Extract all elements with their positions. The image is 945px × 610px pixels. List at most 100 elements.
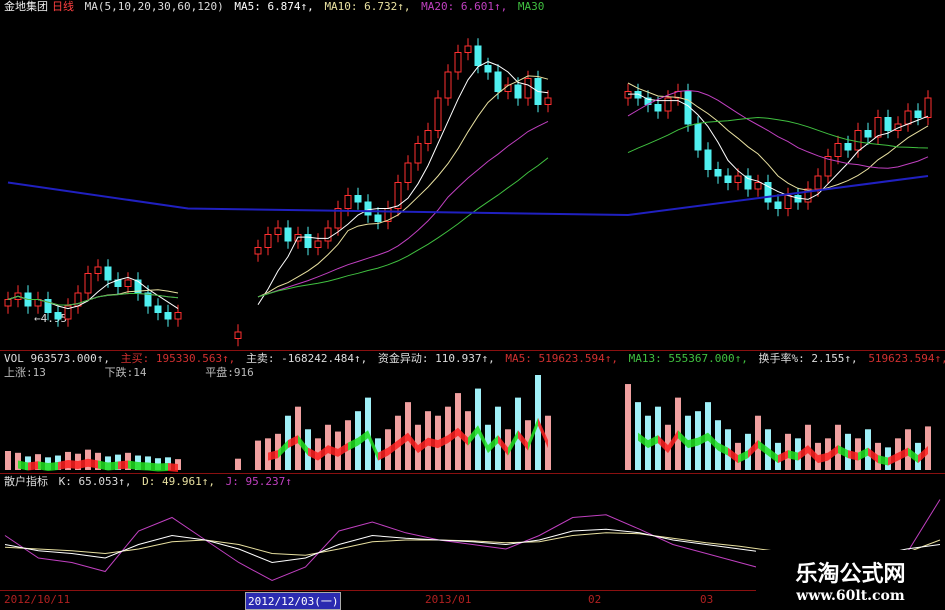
- volume-bar: [5, 451, 11, 470]
- candle-up: [414, 143, 422, 164]
- buy-flow-area: [728, 447, 738, 464]
- candle-down: [844, 143, 852, 151]
- sell-flow-area: [128, 460, 138, 471]
- date-tick: 02: [588, 593, 602, 606]
- candle-down: [634, 91, 642, 99]
- sell-flow-area: [788, 450, 798, 461]
- watermark-url: www.60lt.com: [796, 588, 905, 604]
- sell-flow-area: [858, 447, 868, 461]
- vol-ma13-value: MA13: 555367.000↑,: [628, 352, 748, 365]
- candle-down: [684, 91, 692, 125]
- candle-up: [394, 182, 402, 209]
- buy-flow-area: [378, 447, 388, 461]
- sell-flow-area: [358, 430, 368, 446]
- sell-flow-area: [158, 463, 168, 472]
- kdj-name: 散户指标: [4, 475, 48, 488]
- sell-flow-area: [678, 430, 688, 449]
- buy-flow-area: [78, 458, 88, 470]
- breadth-header: 上涨:13 下跌:14 平盘:916: [4, 366, 258, 380]
- sell-flow-area: [758, 440, 768, 456]
- stock-chart[interactable]: [0, 0, 945, 590]
- candle-down: [774, 201, 782, 209]
- sell-flow-area: [38, 461, 48, 472]
- buy-flow-area: [518, 430, 528, 451]
- candle-up: [64, 305, 72, 320]
- extra-value-1: 519623.594↑,: [868, 352, 945, 365]
- candle-up: [784, 195, 792, 209]
- pane-divider: [0, 350, 945, 351]
- sell-flow-area: [768, 447, 778, 464]
- buy-flow-area: [428, 437, 438, 449]
- stock-name: 金地集团: [4, 0, 48, 13]
- date-tick: 03: [700, 593, 714, 606]
- candle-up: [324, 227, 332, 242]
- buy-flow-area: [308, 447, 318, 461]
- candle-down: [714, 169, 722, 177]
- candle-up: [544, 97, 552, 105]
- buy-flow-area: [418, 437, 428, 454]
- buy-flow-area: [898, 447, 908, 461]
- candle-down: [284, 227, 292, 242]
- date-tick-selected[interactable]: 2012/12/03(一): [245, 592, 342, 610]
- volume-header: VOL 963573.000↑, 主买: 195330.563↑, 主卖: -1…: [4, 352, 945, 366]
- candle-up: [754, 182, 762, 190]
- candle-up: [4, 299, 12, 307]
- date-tick: 2013/01: [425, 593, 472, 606]
- buy-value: 主买: 195330.563↑,: [120, 352, 236, 365]
- candle-up: [664, 97, 672, 112]
- buy-flow-area: [458, 427, 468, 446]
- ma10-value: MA10: 6.732↑,: [324, 0, 411, 13]
- candle-down: [44, 299, 52, 313]
- down-count: 下跌:14: [104, 366, 147, 379]
- candle-down: [54, 312, 62, 320]
- kdj-header: 散户指标 K: 65.053↑, D: 49.961↑, J: 95.237↑: [4, 475, 296, 489]
- candle-down: [364, 201, 372, 216]
- candle-down: [704, 149, 712, 170]
- period-label[interactable]: 日线: [52, 0, 74, 13]
- sell-flow-area: [698, 432, 708, 446]
- d-value: D: 49.961↑,: [142, 475, 215, 488]
- candle-down: [654, 104, 662, 112]
- volume-bar: [235, 458, 241, 470]
- candle-down: [914, 110, 922, 118]
- buy-flow-area: [338, 442, 348, 457]
- turnover-value: 换手率%: 2.155↑,: [758, 352, 858, 365]
- date-axis: 2012/10/11 2012/12/03(一) 2013/01 02 03: [0, 590, 945, 610]
- buy-flow-area: [748, 440, 758, 459]
- fund-value: 资金异动: 110.937↑,: [377, 352, 495, 365]
- buy-flow-area: [68, 460, 78, 470]
- buy-flow-area: [168, 463, 178, 473]
- candle-up: [434, 97, 442, 131]
- sell-flow-area: [108, 461, 118, 471]
- candle-down: [154, 305, 162, 313]
- candle-up: [334, 208, 342, 229]
- buy-flow-area: [818, 452, 828, 464]
- buy-flow-area: [658, 435, 668, 454]
- k-value: K: 65.053↑,: [58, 475, 132, 488]
- price-header: 金地集团 日线 MA(5,10,20,30,60,120) MA5: 6.874↑…: [4, 0, 548, 14]
- candle-up: [734, 175, 742, 183]
- candle-down: [144, 292, 152, 307]
- candle-down: [164, 312, 172, 320]
- candle-up: [314, 240, 322, 248]
- sell-flow-area: [478, 425, 488, 454]
- candle-up: [904, 110, 912, 125]
- j-value: J: 95.237↑: [225, 475, 292, 488]
- candle-up: [824, 156, 832, 177]
- ma20-value: MA20: 6.601↑,: [421, 0, 508, 13]
- candle-down: [494, 71, 502, 92]
- vol-ma5-value: MA5: 519623.594↑,: [505, 352, 618, 365]
- buy-flow-area: [268, 450, 278, 461]
- volume-bar: [625, 384, 631, 470]
- ma-params: MA(5,10,20,30,60,120): [84, 0, 224, 13]
- ma10-line: [7, 75, 929, 306]
- candle-up: [264, 234, 272, 248]
- volume-bar: [255, 440, 261, 470]
- candle-down: [354, 195, 362, 203]
- buy-flow-area: [408, 432, 418, 454]
- sell-flow-area: [488, 435, 498, 454]
- vol-value: VOL 963573.000↑,: [4, 352, 110, 365]
- buy-flow-area: [808, 445, 818, 464]
- candle-up: [454, 52, 462, 73]
- sell-flow-area: [718, 442, 728, 456]
